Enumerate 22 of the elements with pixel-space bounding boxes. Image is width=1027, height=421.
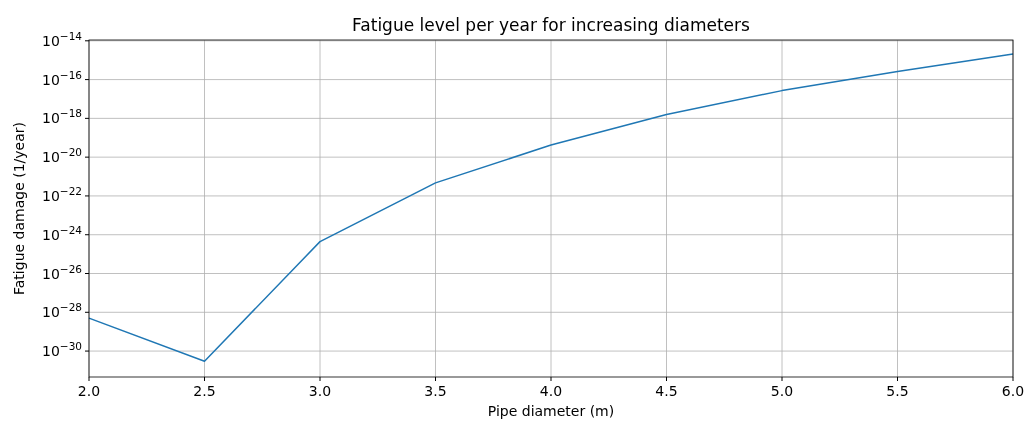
x-tick-label: 5.5 xyxy=(886,383,909,399)
x-axis-title: Pipe diameter (m) xyxy=(487,403,615,419)
y-axis-title: Fatigue damage (1/year) xyxy=(11,122,27,295)
y-tick-label: 10$^{−14}$ xyxy=(42,29,83,49)
y-tick-label: 10$^{−16}$ xyxy=(42,68,83,88)
x-tick-label: 6.0 xyxy=(1001,383,1025,399)
y-tick-label: 10$^{−26}$ xyxy=(42,262,83,282)
y-tick-label: 10$^{−28}$ xyxy=(42,301,82,321)
y-tick-label: 10$^{−22}$ xyxy=(42,184,82,204)
x-tick-label: 3.5 xyxy=(424,383,447,399)
x-tick-label: 2.5 xyxy=(193,383,216,399)
x-tick-label: 4.5 xyxy=(655,383,678,399)
y-tick-label: 10$^{−30}$ xyxy=(42,340,82,360)
line-series xyxy=(88,53,1014,362)
x-tick-label: 4.0 xyxy=(539,383,563,399)
x-tick-label: 5.0 xyxy=(770,383,794,399)
x-tick-label: 2.0 xyxy=(77,383,101,399)
x-tick-label: 3.0 xyxy=(308,383,332,399)
y-tick-label: 10$^{−24}$ xyxy=(42,223,83,243)
y-tick-label: 10$^{−18}$ xyxy=(42,107,82,127)
y-tick-label: 10$^{−20}$ xyxy=(42,146,82,166)
chart-title: Fatigue level per year for increasing diameters xyxy=(352,15,751,35)
